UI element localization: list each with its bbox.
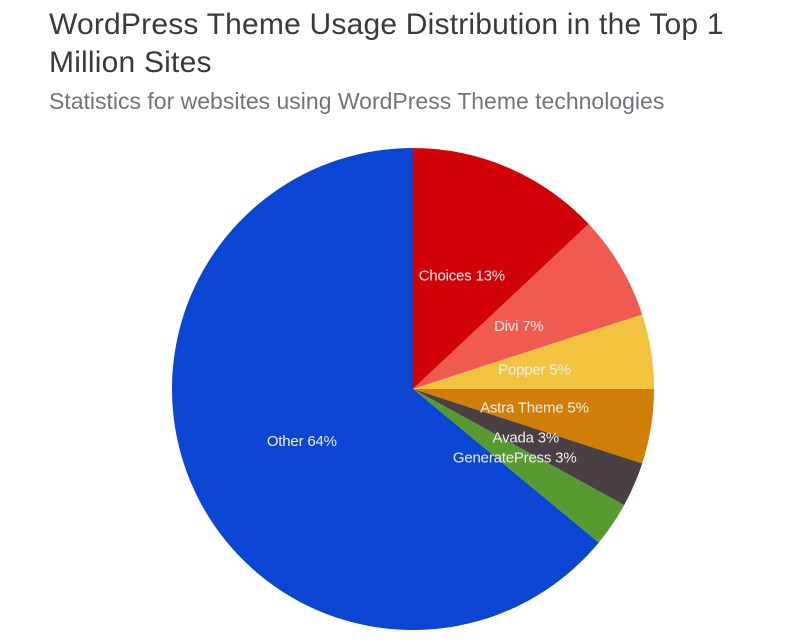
page-title: WordPress Theme Usage Distribution in th…	[49, 6, 724, 82]
slice-label-generatepress: GeneratePress 3%	[453, 450, 577, 467]
slice-label-divi: Divi 7%	[494, 318, 543, 335]
pie-slice-generatepress[interactable]	[413, 389, 625, 543]
page-subtitle: Statistics for websites using WordPress …	[49, 88, 665, 114]
pie-slice-avada[interactable]	[413, 389, 643, 506]
page-title-line-2: Million Sites	[49, 46, 212, 79]
pie-slice-divi[interactable]	[413, 224, 643, 389]
pie-slice-popper[interactable]	[413, 314, 654, 389]
page-title-line-1: WordPress Theme Usage Distribution in th…	[49, 8, 724, 41]
pie-chart: Choices 13% Divi 7% Popper 5% Astra Theme 5…	[172, 148, 654, 630]
slice-label-avada: Avada 3%	[493, 429, 560, 446]
pie-slice-astra-theme[interactable]	[413, 389, 654, 464]
slice-label-choices: Choices 13%	[419, 268, 505, 285]
slice-label-popper: Popper 5%	[498, 361, 570, 378]
pie-slice-other[interactable]	[172, 148, 599, 630]
pie-slice-choices[interactable]	[413, 148, 589, 389]
slice-label-other: Other 64%	[267, 433, 337, 450]
slice-label-astra-theme: Astra Theme 5%	[480, 400, 589, 417]
